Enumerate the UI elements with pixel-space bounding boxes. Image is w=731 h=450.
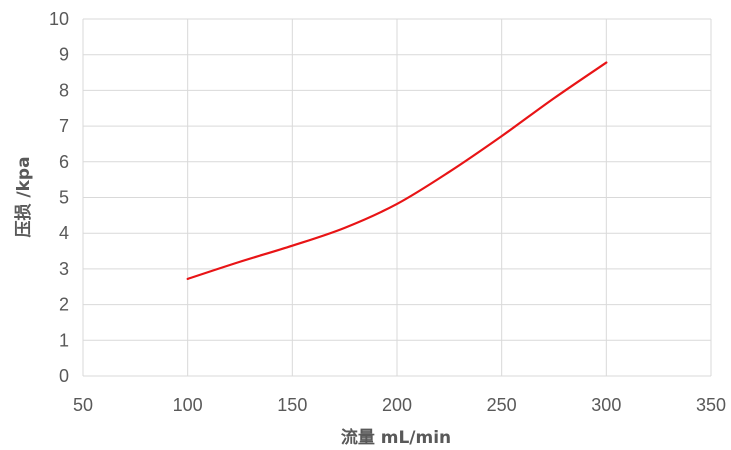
y-tick-label: 6: [59, 152, 69, 172]
grid: [82, 18, 712, 377]
x-tick-label: 50: [73, 395, 93, 415]
y-tick-label: 7: [59, 116, 69, 136]
y-tick-label: 2: [59, 295, 69, 315]
y-tick-label: 4: [59, 223, 69, 243]
series-line: [186, 61, 608, 280]
y-tick-labels: 0 1 2 3 4 5 6 7 8 9 10: [49, 9, 69, 386]
y-tick-label: 3: [59, 259, 69, 279]
y-axis-title: 压损 /kpa: [13, 156, 34, 237]
x-axis-title: 流量 mL/min: [341, 427, 451, 448]
series-layer: [186, 61, 608, 280]
y-tick-label: 10: [49, 9, 69, 29]
x-tick-label: 100: [173, 395, 203, 415]
y-tick-label: 1: [59, 330, 69, 350]
y-tick-label: 5: [59, 188, 69, 208]
x-tick-label: 300: [591, 395, 621, 415]
y-tick-label: 0: [59, 366, 69, 386]
x-tick-label: 250: [487, 395, 517, 415]
y-tick-label: 8: [59, 80, 69, 100]
x-tick-label: 200: [382, 395, 412, 415]
x-tick-label: 350: [696, 395, 726, 415]
y-tick-label: 9: [59, 45, 69, 65]
x-tick-labels: 50 100 150 200 250 300 350: [73, 395, 726, 415]
x-tick-label: 150: [277, 395, 307, 415]
